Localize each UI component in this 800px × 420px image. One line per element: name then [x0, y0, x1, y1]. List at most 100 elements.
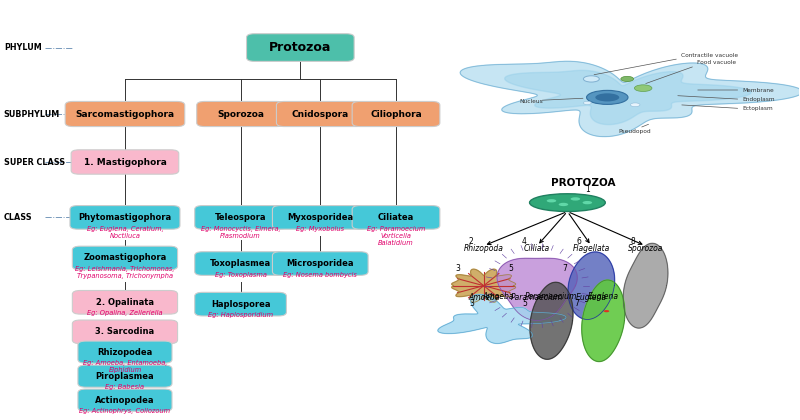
FancyBboxPatch shape	[277, 102, 364, 126]
Text: PHYLUM: PHYLUM	[4, 43, 42, 52]
Text: Haplosporea: Haplosporea	[211, 299, 270, 309]
FancyBboxPatch shape	[246, 34, 354, 61]
FancyBboxPatch shape	[72, 291, 178, 314]
Text: Endoplasm: Endoplasm	[743, 97, 775, 102]
Ellipse shape	[621, 76, 634, 81]
Text: Toxoplasmea: Toxoplasmea	[210, 259, 271, 268]
FancyBboxPatch shape	[194, 205, 286, 229]
Ellipse shape	[546, 199, 556, 202]
Text: 1. Mastigophora: 1. Mastigophora	[83, 158, 166, 166]
Text: Eg: Leishmania, Trichomonas,
Trypanosoma, Trichonympha: Eg: Leishmania, Trichomonas, Trypanosoma…	[75, 266, 174, 279]
Text: Ciliophora: Ciliophora	[370, 110, 422, 118]
Text: Membrane: Membrane	[743, 87, 774, 92]
Text: Eg: Paramoecium
Vorticella
Balatidium: Eg: Paramoecium Vorticella Balatidium	[367, 226, 426, 246]
Text: Phytomastigophora: Phytomastigophora	[78, 213, 171, 222]
Text: Teleospora: Teleospora	[215, 213, 266, 222]
Text: 2: 2	[469, 237, 474, 247]
Text: 3: 3	[455, 264, 460, 273]
Text: Paramaecium: Paramaecium	[526, 291, 578, 301]
Text: Eg: Nosema bombycis: Eg: Nosema bombycis	[283, 272, 358, 278]
Text: Ectoplasm: Ectoplasm	[743, 106, 774, 111]
Text: Eg: Haplosporidium: Eg: Haplosporidium	[208, 312, 273, 318]
Text: Ciliatea: Ciliatea	[378, 213, 414, 222]
Text: Eg: Amoeba, Entamoeba,
Elphidium: Eg: Amoeba, Entamoeba, Elphidium	[82, 360, 167, 373]
Text: 3. Sarcodina: 3. Sarcodina	[95, 327, 154, 336]
Text: Euglena: Euglena	[576, 293, 607, 302]
Text: Sarcomastigophora: Sarcomastigophora	[75, 110, 174, 118]
Polygon shape	[623, 243, 668, 328]
Polygon shape	[505, 71, 751, 125]
FancyBboxPatch shape	[273, 205, 368, 229]
Ellipse shape	[583, 76, 599, 82]
Text: Contractile vacuole: Contractile vacuole	[682, 53, 738, 58]
FancyBboxPatch shape	[197, 102, 285, 126]
Text: Eg: Myxobolus: Eg: Myxobolus	[296, 226, 344, 231]
Text: Eg: Babesia: Eg: Babesia	[106, 383, 145, 389]
Text: Actinopodea: Actinopodea	[95, 396, 154, 404]
FancyBboxPatch shape	[352, 205, 440, 229]
Ellipse shape	[630, 103, 640, 107]
Polygon shape	[568, 252, 614, 320]
Text: 5: 5	[508, 264, 514, 273]
FancyBboxPatch shape	[78, 365, 172, 387]
Text: Rhizopoda: Rhizopoda	[464, 244, 504, 253]
FancyBboxPatch shape	[78, 389, 172, 411]
Text: SUPER CLASS: SUPER CLASS	[4, 158, 65, 166]
FancyBboxPatch shape	[352, 102, 440, 126]
Polygon shape	[497, 258, 578, 320]
Text: Eg: Monocyctis, Elmera,
Plasmodium: Eg: Monocyctis, Elmera, Plasmodium	[201, 226, 280, 239]
Ellipse shape	[582, 201, 592, 204]
FancyBboxPatch shape	[194, 292, 286, 316]
Text: 6: 6	[576, 237, 581, 247]
Text: 4: 4	[522, 237, 526, 247]
Text: Eg: Actinophrys, Collozoum: Eg: Actinophrys, Collozoum	[79, 407, 170, 414]
Ellipse shape	[570, 197, 580, 201]
Text: Cnidospora: Cnidospora	[292, 110, 349, 118]
Polygon shape	[460, 61, 800, 136]
Ellipse shape	[595, 93, 619, 102]
Text: 2. Opalinata: 2. Opalinata	[96, 298, 154, 307]
Ellipse shape	[634, 85, 652, 92]
Text: Amoeba: Amoeba	[482, 291, 514, 301]
Text: Pseudopod: Pseudopod	[619, 129, 651, 134]
Text: Eg: Euglena, Ceratium,
Noctiluca: Eg: Euglena, Ceratium, Noctiluca	[86, 226, 163, 239]
Text: CLASS: CLASS	[4, 213, 33, 222]
Text: SUBPHYLUM: SUBPHYLUM	[4, 110, 60, 118]
FancyBboxPatch shape	[71, 150, 178, 174]
FancyBboxPatch shape	[65, 102, 185, 126]
Text: Protozoa: Protozoa	[269, 41, 331, 54]
Text: 7: 7	[562, 264, 567, 273]
Polygon shape	[438, 294, 566, 344]
Text: Euglena: Euglena	[588, 291, 618, 301]
Text: Nucleus: Nucleus	[519, 99, 543, 104]
Text: Sporozoa: Sporozoa	[217, 110, 264, 118]
Text: Food vacuole: Food vacuole	[697, 60, 736, 65]
Ellipse shape	[604, 310, 610, 312]
Text: Zoomastigophora: Zoomastigophora	[83, 254, 166, 262]
FancyBboxPatch shape	[72, 246, 178, 270]
Text: Microsporidea: Microsporidea	[286, 259, 354, 268]
Ellipse shape	[583, 101, 591, 105]
FancyBboxPatch shape	[273, 252, 368, 276]
Text: PROTOZOA: PROTOZOA	[551, 178, 616, 188]
Polygon shape	[452, 269, 516, 302]
FancyBboxPatch shape	[70, 205, 180, 229]
Text: 7: 7	[574, 299, 579, 308]
Text: Eg: Toxoplasma: Eg: Toxoplasma	[214, 272, 266, 278]
Text: 3: 3	[470, 299, 474, 308]
Text: Piroplasmea: Piroplasmea	[96, 372, 154, 381]
FancyBboxPatch shape	[194, 252, 286, 276]
Text: Amoeba: Amoeba	[468, 293, 499, 302]
Text: Sporozoa: Sporozoa	[628, 244, 663, 253]
FancyBboxPatch shape	[72, 320, 178, 344]
Text: Rhizopodea: Rhizopodea	[98, 348, 153, 357]
Text: Flagellata: Flagellata	[573, 244, 610, 253]
Polygon shape	[530, 282, 573, 359]
Text: Cilliata: Cilliata	[524, 244, 550, 253]
Text: 5: 5	[522, 299, 527, 308]
Text: Myxosporidea: Myxosporidea	[287, 213, 354, 222]
Ellipse shape	[558, 203, 568, 206]
Ellipse shape	[586, 90, 628, 105]
Polygon shape	[582, 280, 625, 362]
Text: Paramaecium: Paramaecium	[511, 293, 563, 302]
